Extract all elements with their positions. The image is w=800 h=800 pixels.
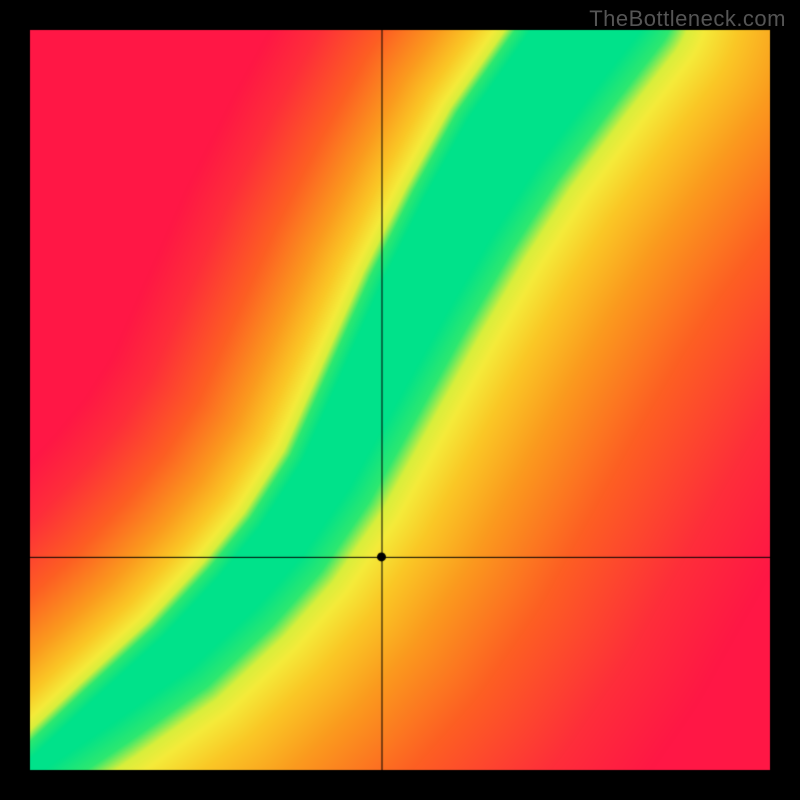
- watermark-text: TheBottleneck.com: [589, 6, 786, 32]
- chart-container: { "watermark": { "text": "TheBottleneck.…: [0, 0, 800, 800]
- bottleneck-heatmap: [0, 0, 800, 800]
